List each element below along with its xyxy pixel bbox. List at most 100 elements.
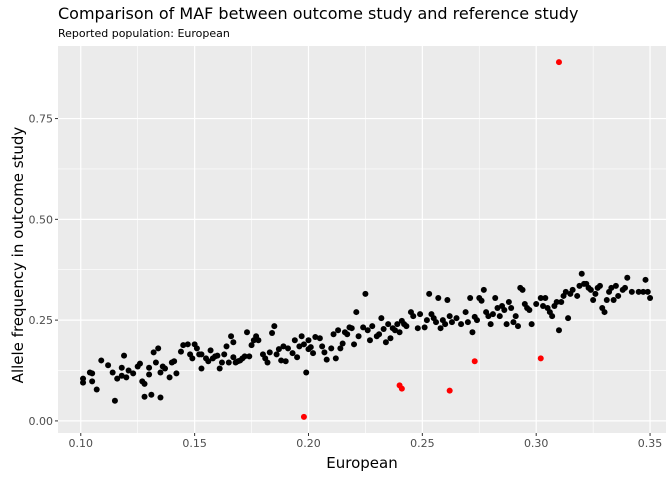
data-point: [533, 301, 540, 307]
data-point: [417, 311, 424, 318]
data-point: [355, 333, 362, 340]
data-point: [394, 321, 401, 328]
data-point: [385, 321, 392, 328]
data-point: [121, 352, 128, 359]
data-point: [448, 319, 455, 326]
outlier-point: [537, 355, 544, 362]
data-point: [555, 327, 562, 334]
data-point: [510, 319, 517, 326]
data-point: [218, 359, 225, 366]
data-point: [118, 372, 125, 379]
data-point: [565, 315, 572, 322]
data-point: [380, 325, 387, 332]
data-point: [596, 282, 603, 289]
data-point: [464, 319, 471, 326]
data-point: [592, 290, 599, 297]
data-point: [230, 339, 237, 346]
data-point: [512, 313, 519, 320]
outlier-point: [446, 387, 453, 394]
data-point: [421, 324, 428, 331]
data-point: [353, 309, 360, 316]
data-point: [111, 397, 118, 404]
chart-subtitle: Reported population: European: [58, 27, 230, 40]
data-point: [125, 367, 132, 374]
data-point: [298, 333, 305, 340]
data-point: [378, 315, 385, 322]
data-point: [335, 327, 342, 334]
data-point: [382, 339, 389, 346]
data-point: [269, 330, 276, 337]
data-point: [123, 374, 130, 381]
data-point: [166, 374, 173, 381]
panel-background: [58, 46, 666, 433]
data-point: [307, 344, 314, 351]
data-point: [615, 292, 622, 299]
x-tick-label: 0.20: [296, 437, 321, 450]
data-point: [562, 288, 569, 295]
data-point: [423, 317, 430, 324]
data-point: [574, 292, 581, 299]
x-tick-label: 0.30: [524, 437, 549, 450]
data-point: [255, 337, 262, 344]
data-point: [467, 294, 474, 301]
data-point: [328, 345, 335, 352]
y-tick-label: 0.25: [29, 314, 54, 327]
data-point: [155, 345, 162, 352]
data-point: [590, 296, 597, 303]
data-point: [387, 335, 394, 342]
data-point: [80, 379, 87, 386]
x-tick-label: 0.35: [638, 437, 663, 450]
data-point: [642, 276, 649, 283]
data-point: [189, 355, 196, 362]
data-point: [98, 357, 105, 364]
data-point: [489, 311, 496, 318]
data-point: [141, 380, 148, 387]
data-point: [93, 386, 100, 393]
data-point: [376, 331, 383, 338]
outlier-point: [555, 59, 562, 66]
chart-title: Comparison of MAF between outcome study …: [58, 4, 579, 23]
data-point: [494, 305, 501, 312]
data-point: [221, 351, 228, 358]
outlier-point: [300, 413, 307, 420]
data-point: [396, 329, 403, 336]
outlier-point: [398, 385, 405, 392]
data-point: [130, 370, 137, 377]
data-point: [435, 294, 442, 301]
data-point: [348, 325, 355, 332]
data-point: [366, 337, 373, 344]
data-point: [444, 296, 451, 303]
data-point: [296, 343, 303, 350]
data-point: [362, 290, 369, 297]
data-point: [225, 359, 232, 366]
data-point: [141, 393, 148, 400]
data-point: [173, 370, 180, 377]
data-point: [442, 321, 449, 328]
data-point: [152, 359, 159, 366]
data-point: [310, 350, 317, 357]
data-point: [505, 298, 512, 305]
data-point: [289, 350, 296, 357]
data-point: [446, 313, 453, 320]
data-point: [330, 331, 337, 338]
x-tick-label: 0.25: [410, 437, 435, 450]
data-point: [246, 353, 253, 360]
x-tick-label: 0.10: [69, 437, 94, 450]
data-point: [553, 298, 560, 305]
y-axis-label: Allele frequency in outcome study: [9, 126, 27, 384]
data-point: [537, 294, 544, 301]
data-point: [273, 351, 280, 358]
y-tick-label: 0.50: [29, 213, 54, 226]
data-point: [228, 333, 235, 340]
data-point: [339, 340, 346, 347]
data-point: [284, 345, 291, 352]
data-point: [433, 319, 440, 326]
data-point: [364, 327, 371, 334]
data-point: [558, 298, 565, 305]
data-point: [150, 349, 157, 356]
data-point: [303, 369, 310, 376]
data-point: [526, 307, 533, 314]
data-point: [496, 313, 503, 320]
data-point: [437, 325, 444, 332]
data-point: [118, 364, 125, 371]
